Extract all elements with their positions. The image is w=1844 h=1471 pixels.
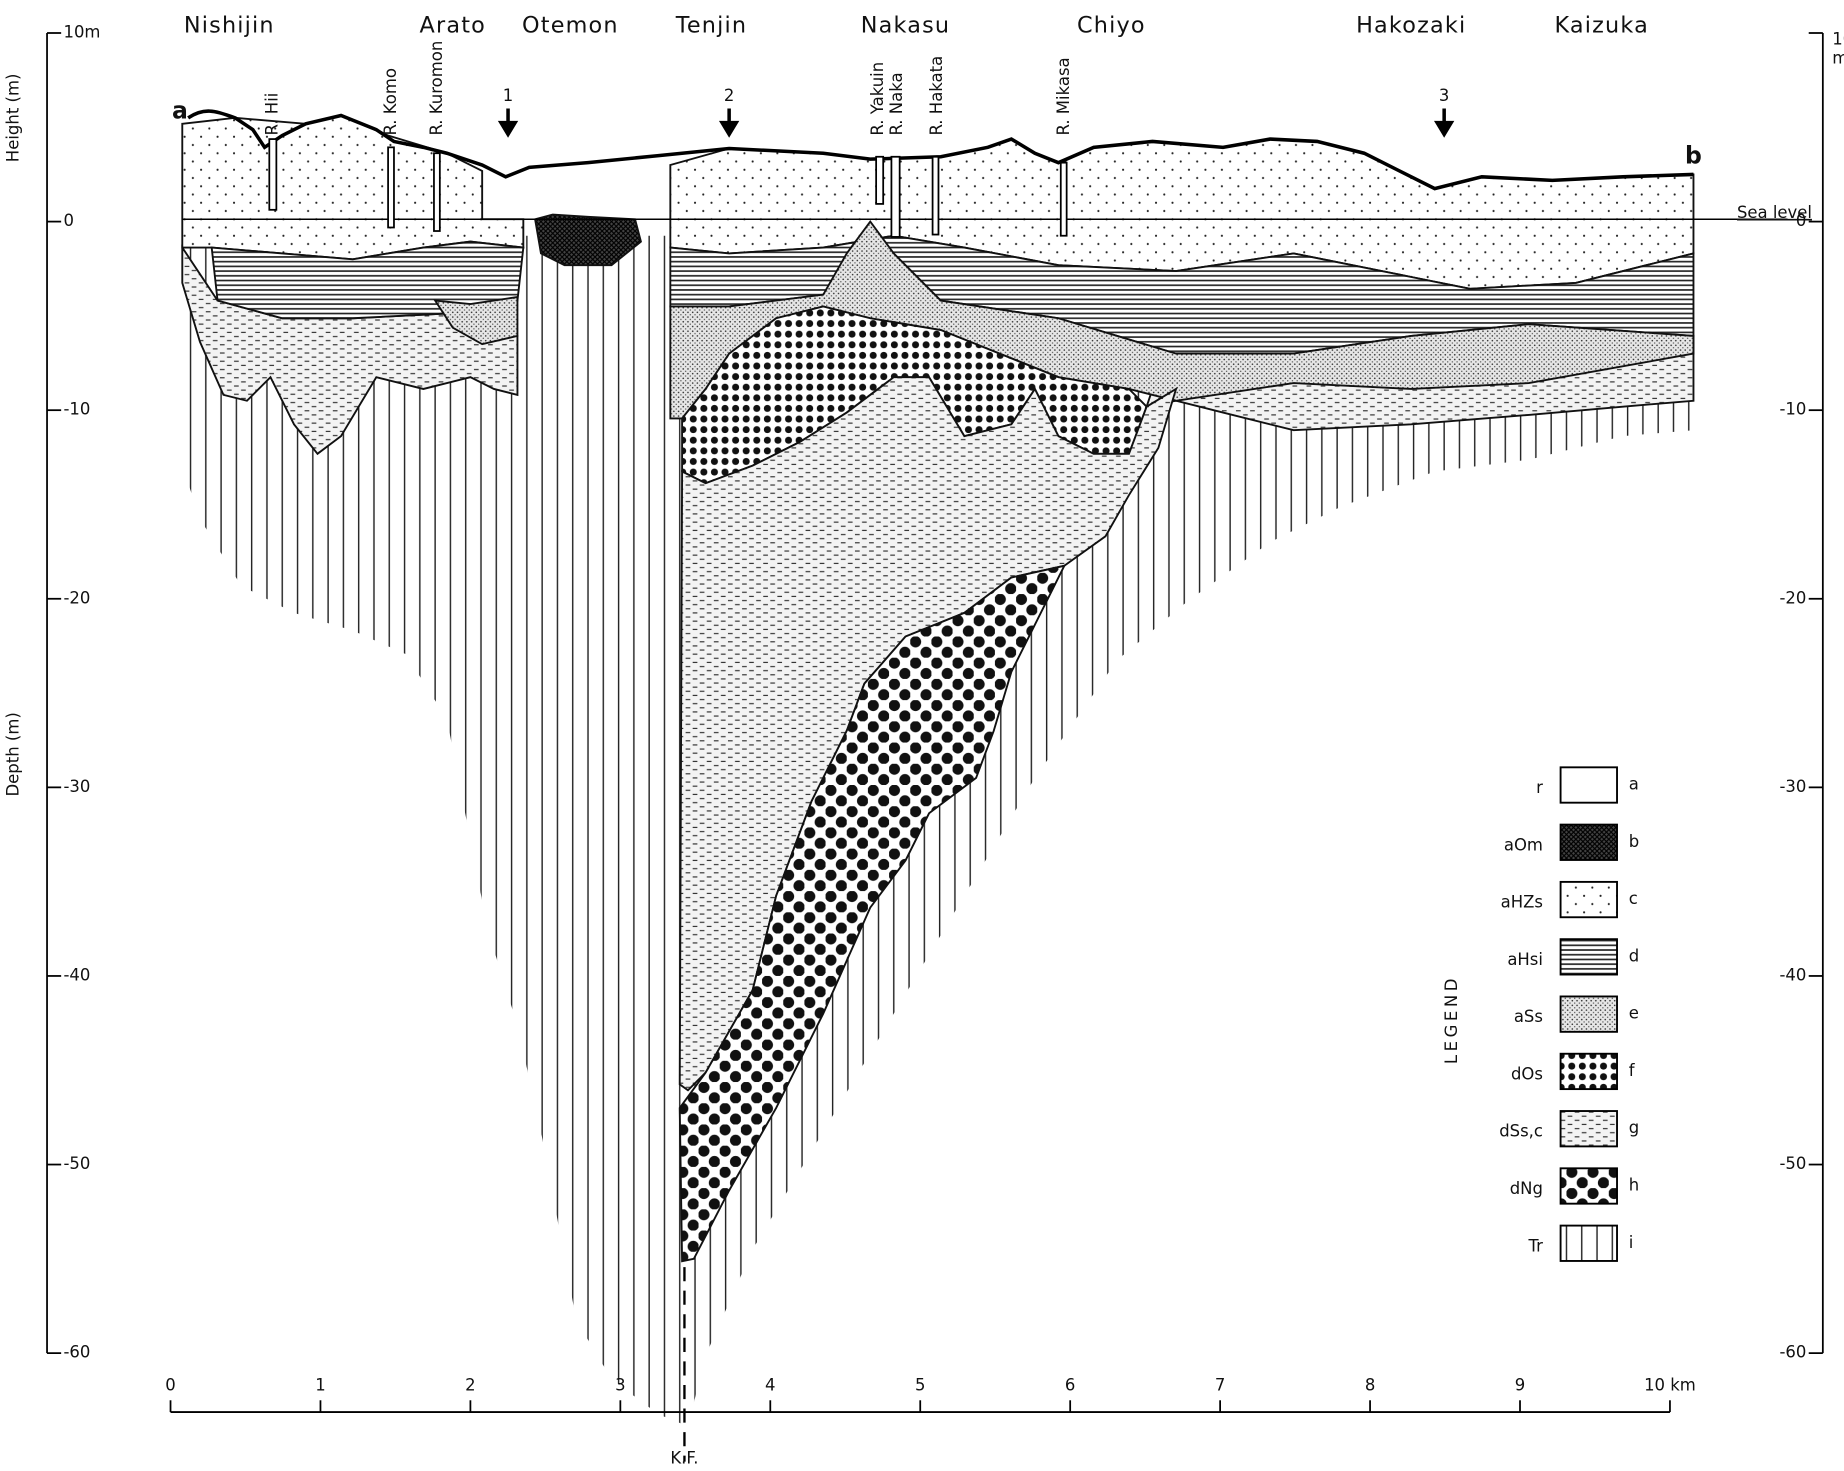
legend-swatch [1559,938,1618,976]
place-name: Nakasu [861,12,950,38]
y-tick-label: 0 [1796,211,1806,230]
place-name: Kaizuka [1554,12,1648,38]
place-name: Chiyo [1077,12,1146,38]
x-tick-label: 9 [1515,1376,1525,1395]
x-tick-label: 6 [1065,1376,1075,1395]
layer-e [433,295,519,346]
x-tick-label: 0 [165,1376,175,1395]
x-tick-label: 10 km [1644,1376,1696,1395]
marker-arrow [718,108,740,138]
river-label: R. Naka [887,72,906,135]
place-name: Tenjin [675,12,747,38]
x-tick-label: 2 [465,1376,475,1395]
marker-number: 3 [1439,86,1449,105]
legend-key: h [1629,1175,1639,1194]
marker-arrow [1433,108,1455,138]
river-label: R. Mikasa [1054,57,1073,135]
legend-key: f [1629,1061,1636,1080]
legend-key: b [1629,832,1639,851]
y-tick-label: -40 [1779,965,1806,984]
legend-code: r [1536,778,1543,797]
layer-d [210,240,525,320]
legend-key: c [1629,889,1638,908]
river-label: R. Hakata [927,56,946,136]
y-tick-label: -30 [1779,777,1806,796]
place-name: Otemon [522,12,619,38]
legend-code: dSs,c [1499,1122,1543,1141]
place-name: Nishijin [184,12,275,38]
legend-swatch [1559,880,1618,919]
profile-end: a [172,96,188,124]
legend-code: aHsi [1507,950,1543,969]
legend-key: i [1629,1233,1634,1252]
legend-title: LEGEND [1442,975,1461,1064]
y-tick-label: -50 [64,1154,91,1173]
legend-key: e [1629,1004,1639,1023]
y-tick-label: 10m [64,22,101,41]
legend-code: aOm [1504,835,1543,854]
river-label: R. Yakuin [868,62,887,136]
x-tick-label: 8 [1365,1376,1375,1395]
marker-number: 1 [503,86,513,105]
legend-code: dOs [1511,1064,1543,1083]
legend-key: a [1629,774,1639,793]
y-tick-label: -20 [1779,588,1806,607]
river-label: R. Hii [262,93,281,136]
y-tick-label: -40 [64,965,91,984]
layer-tr [182,235,1694,1427]
legend-swatch [1559,995,1618,1033]
legend-swatch [1559,823,1618,861]
river-notches [268,138,1068,238]
legend-swatch [1559,1167,1618,1205]
layer-b [534,213,642,267]
y-tick-label: -30 [64,777,91,796]
legend-code: aSs [1514,1007,1543,1026]
y-tick-label: -10 [1779,400,1806,419]
fault-label: K.F. [670,1449,698,1468]
y-tick-label: -10 [64,400,91,419]
legend-key: g [1629,1118,1639,1137]
legend-swatch [1559,766,1618,804]
axis-label: Height (m) [4,74,23,163]
marker-arrow [497,108,519,138]
river-label: R. Kuromon [427,41,446,136]
y-tick-label: -50 [1779,1154,1806,1173]
y-tick-label: -20 [64,588,91,607]
x-tick-label: 3 [615,1376,625,1395]
legend-code: aHZs [1501,893,1543,912]
legend-code: dNg [1510,1179,1543,1198]
place-name: Arato [420,12,486,38]
place-name: Hakozaki [1356,12,1466,38]
x-tick-label: 7 [1215,1376,1225,1395]
axis-label: Depth (m) [4,712,23,796]
y-tick-label: 0 [64,211,74,230]
x-tick-label: 4 [765,1376,775,1395]
x-tick-label: 5 [915,1376,925,1395]
profile-end: b [1685,141,1702,169]
right-unit: m [1832,48,1844,67]
x-tick-label: 1 [315,1376,325,1395]
legend-swatch [1559,1052,1618,1091]
legend-key: d [1629,946,1639,965]
river-label: R. Komo [381,68,400,136]
legend-code: Tr [1528,1236,1544,1255]
layer-c [181,114,525,261]
legend-swatch [1559,1110,1618,1148]
sea-level-label: Sea level [1737,203,1812,222]
legend-swatch [1559,1224,1618,1262]
layer-h [678,564,1067,1263]
y-tick-label: 10 [1832,30,1844,49]
marker-number: 2 [724,86,734,105]
y-tick-label: -60 [64,1343,91,1362]
y-tick-label: -60 [1779,1343,1806,1362]
surface-line [187,109,1694,191]
